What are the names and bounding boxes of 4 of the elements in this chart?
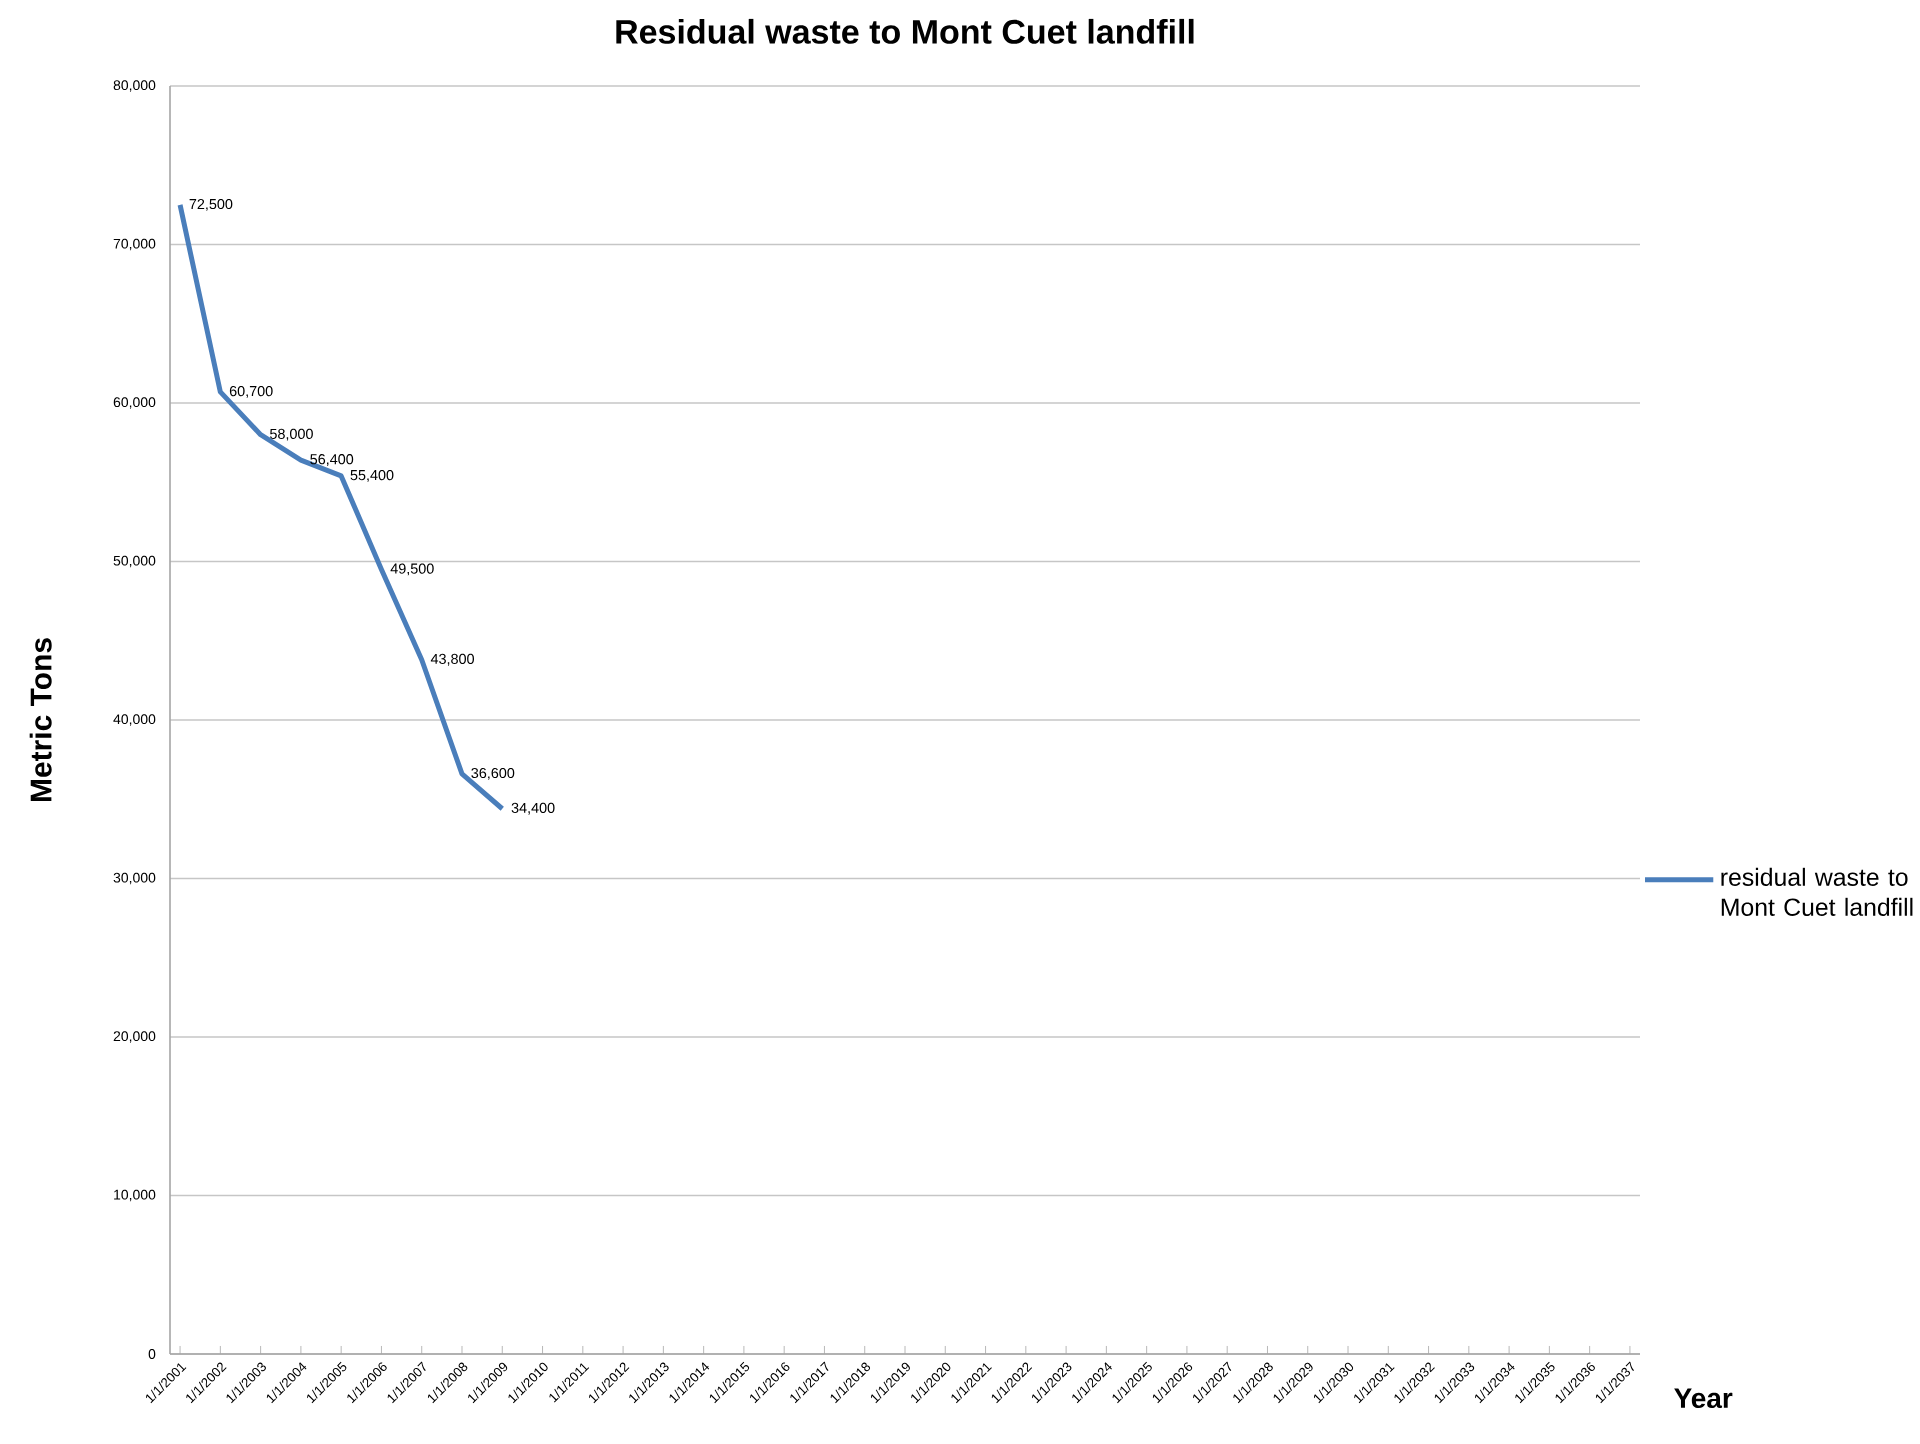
y-axis-title: Metric Tons xyxy=(29,638,52,802)
chart-title: Residual waste to Mont Cuet landfill xyxy=(616,18,1194,44)
x-axis-title: Year xyxy=(1674,1388,1733,1409)
legend-label: residual waste to Mont Cuet landfill xyxy=(1721,867,1913,916)
